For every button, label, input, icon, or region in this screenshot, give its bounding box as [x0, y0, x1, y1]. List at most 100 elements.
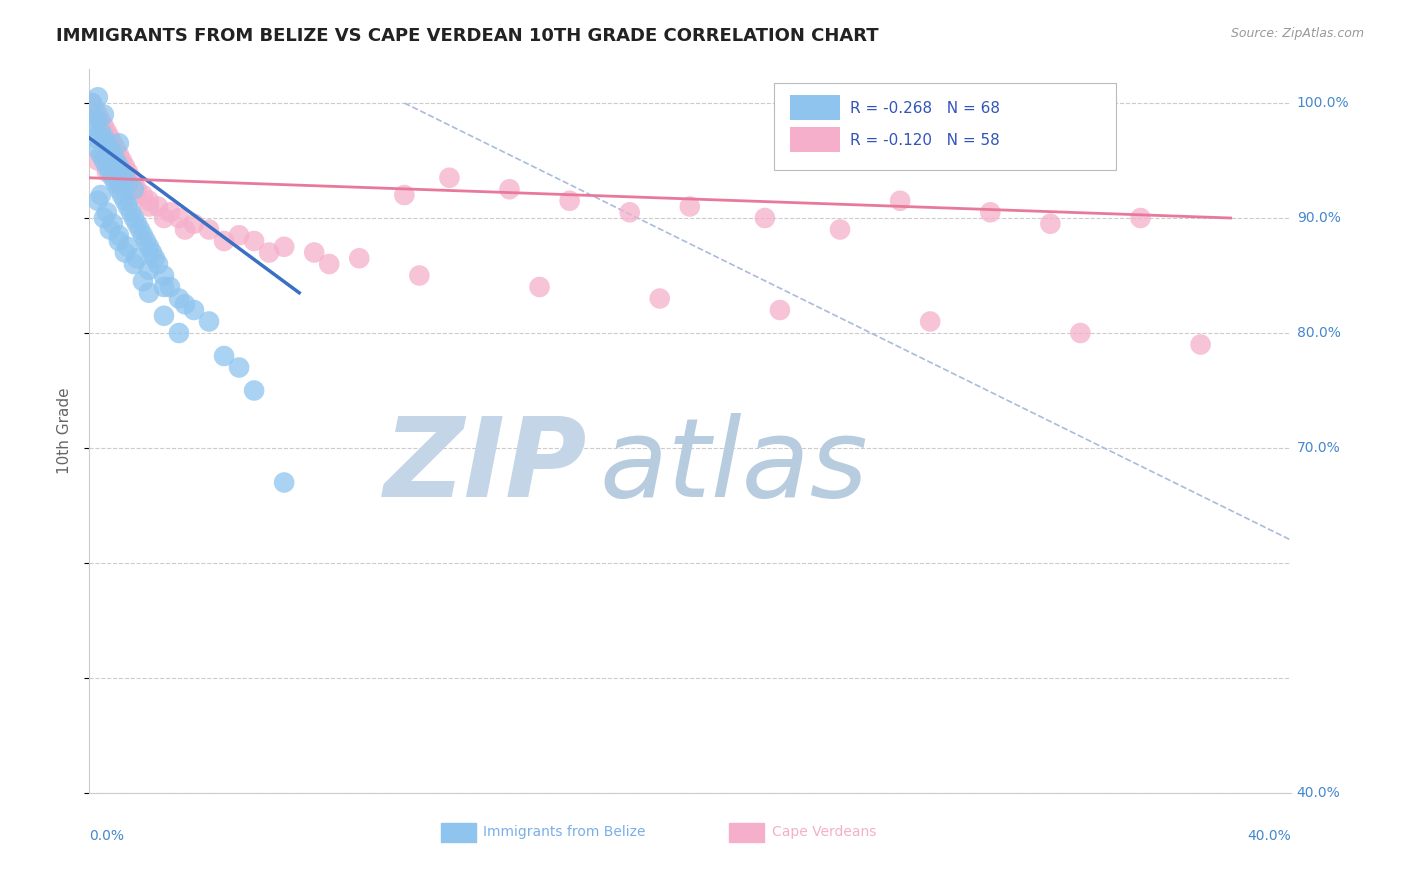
Text: atlas: atlas — [599, 414, 869, 520]
Text: 100.0%: 100.0% — [1296, 96, 1350, 110]
Point — [167, 211, 190, 225]
Point — [93, 211, 115, 225]
Point — [408, 268, 430, 283]
Point — [889, 194, 911, 208]
Point — [96, 165, 118, 179]
Point — [920, 314, 942, 328]
Point — [122, 182, 145, 196]
Point — [129, 222, 152, 236]
Point — [138, 285, 160, 300]
Point — [153, 268, 176, 283]
Point — [101, 136, 124, 151]
Point — [1129, 211, 1152, 225]
Point — [243, 384, 266, 398]
Point — [1189, 337, 1212, 351]
Point — [212, 349, 235, 363]
Point — [98, 165, 121, 179]
Point — [183, 217, 205, 231]
Point — [114, 194, 136, 208]
Point — [120, 170, 142, 185]
Point — [349, 252, 371, 266]
Point — [87, 107, 110, 121]
Point — [83, 130, 105, 145]
Point — [114, 170, 136, 185]
Point — [101, 170, 124, 185]
Point — [93, 153, 115, 168]
Point — [125, 217, 148, 231]
Point — [174, 222, 197, 236]
Text: R = -0.268   N = 68: R = -0.268 N = 68 — [849, 101, 1000, 116]
Point — [138, 194, 160, 208]
FancyBboxPatch shape — [441, 822, 475, 841]
FancyBboxPatch shape — [790, 95, 839, 120]
Point — [198, 314, 221, 328]
Point — [90, 125, 112, 139]
Point — [648, 292, 671, 306]
Text: Cape Verdeans: Cape Verdeans — [772, 825, 876, 839]
Point — [979, 205, 1001, 219]
Point — [754, 211, 776, 225]
Point — [122, 257, 145, 271]
Point — [80, 119, 103, 133]
Point — [135, 234, 157, 248]
Point — [183, 303, 205, 318]
FancyBboxPatch shape — [790, 128, 839, 152]
Point — [96, 159, 118, 173]
Text: 40.0%: 40.0% — [1247, 830, 1291, 843]
Point — [87, 90, 110, 104]
Text: 90.0%: 90.0% — [1296, 211, 1341, 225]
Point — [228, 228, 250, 243]
Point — [101, 148, 124, 162]
Point — [80, 95, 103, 110]
Point — [159, 205, 181, 219]
Point — [318, 257, 340, 271]
Point — [679, 200, 702, 214]
Point — [90, 113, 112, 128]
Point — [558, 194, 581, 208]
Point — [96, 136, 118, 151]
Point — [257, 245, 280, 260]
Text: 70.0%: 70.0% — [1296, 441, 1340, 455]
Point — [212, 234, 235, 248]
Point — [138, 240, 160, 254]
Point — [104, 142, 127, 156]
FancyBboxPatch shape — [773, 83, 1116, 170]
Point — [394, 188, 416, 202]
Point — [153, 211, 176, 225]
Point — [111, 188, 134, 202]
Point — [132, 274, 155, 288]
Point — [96, 125, 118, 139]
Point — [529, 280, 551, 294]
Point — [122, 188, 145, 202]
Text: R = -0.120   N = 58: R = -0.120 N = 58 — [849, 133, 1000, 148]
Point — [98, 130, 121, 145]
Point — [159, 280, 181, 294]
Point — [125, 182, 148, 196]
Y-axis label: 10th Grade: 10th Grade — [58, 387, 72, 474]
Text: 40.0%: 40.0% — [1296, 786, 1340, 800]
Point — [90, 148, 112, 162]
Point — [120, 205, 142, 219]
Text: 80.0%: 80.0% — [1296, 326, 1341, 340]
Point — [1039, 217, 1062, 231]
Point — [93, 107, 115, 121]
Point — [167, 326, 190, 340]
FancyBboxPatch shape — [730, 822, 765, 841]
Point — [122, 177, 145, 191]
Point — [122, 211, 145, 225]
Point — [117, 200, 139, 214]
Point — [198, 222, 221, 236]
Point — [104, 153, 127, 168]
Point — [138, 200, 160, 214]
Point — [108, 159, 131, 173]
Point — [80, 95, 103, 110]
Point — [125, 252, 148, 266]
Point — [153, 309, 176, 323]
Point — [93, 125, 115, 139]
Point — [273, 240, 295, 254]
Text: Source: ZipAtlas.com: Source: ZipAtlas.com — [1230, 27, 1364, 40]
Point — [93, 130, 115, 145]
Point — [108, 136, 131, 151]
Point — [117, 165, 139, 179]
Point — [104, 177, 127, 191]
